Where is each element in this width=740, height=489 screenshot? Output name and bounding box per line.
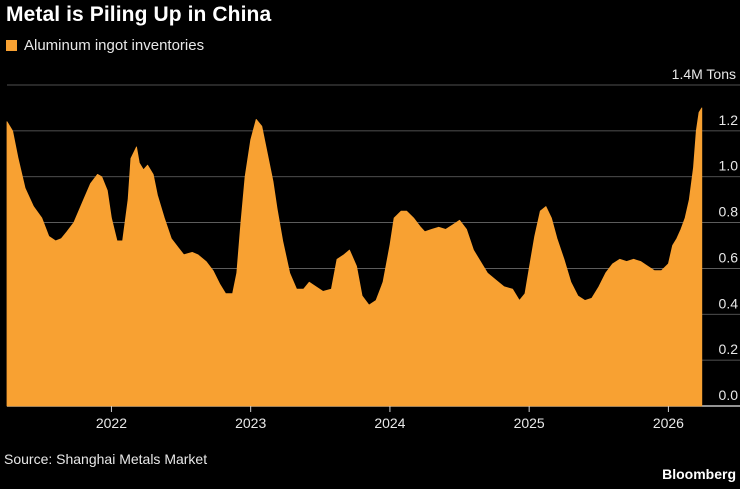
- y-tick-labels: 1.2 1.0 0.8 0.6 0.4 0.2 0.0: [719, 112, 739, 403]
- series-area-aluminum-ingot-inventories: [6, 107, 703, 407]
- x-tick-labels: 2022 2023 2024 2025 2026: [96, 406, 684, 431]
- x-tick-label: 2025: [514, 415, 545, 431]
- series-area-layer: [6, 107, 703, 407]
- legend-label: Aluminum ingot inventories: [24, 37, 205, 54]
- source-note: Source: Shanghai Metals Market: [4, 451, 208, 467]
- legend: Aluminum ingot inventories: [6, 37, 204, 54]
- y-tick-label: 0.8: [719, 204, 739, 220]
- y-tick-label: 0.2: [719, 341, 739, 357]
- x-tick-label: 2026: [653, 415, 684, 431]
- x-tick-label: 2022: [96, 415, 127, 431]
- y-tick-label: 0.4: [719, 295, 739, 311]
- legend-swatch: [6, 40, 17, 51]
- y-tick-label: 0.0: [719, 387, 739, 403]
- y-axis-units: 1.4M Tons: [671, 66, 736, 82]
- x-tick-label: 2024: [374, 415, 405, 431]
- y-tick-label: 1.0: [719, 158, 739, 174]
- y-tick-label: 1.2: [719, 112, 739, 128]
- y-tick-label: 0.6: [719, 249, 739, 265]
- chart-title: Metal is Piling Up in China: [6, 3, 272, 26]
- x-tick-label: 2023: [235, 415, 266, 431]
- bloomberg-logo: Bloomberg: [662, 466, 736, 482]
